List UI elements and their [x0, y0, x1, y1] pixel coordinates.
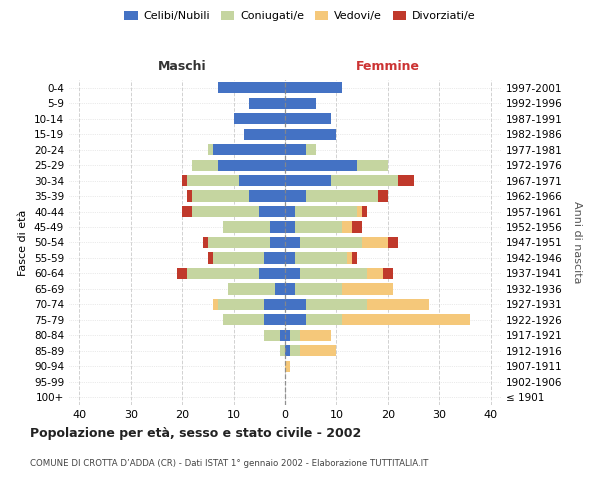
- Bar: [398, 175, 413, 186]
- Text: COMUNE DI CROTTA D’ADDA (CR) - Dati ISTAT 1° gennaio 2002 - Elaborazione TUTTITA: COMUNE DI CROTTA D’ADDA (CR) - Dati ISTA…: [30, 459, 428, 468]
- Bar: [295, 222, 341, 232]
- Bar: [244, 128, 285, 140]
- Bar: [331, 175, 398, 186]
- Bar: [285, 82, 341, 94]
- Bar: [285, 284, 295, 294]
- Bar: [285, 360, 290, 372]
- Bar: [265, 252, 285, 264]
- Bar: [280, 346, 285, 356]
- Bar: [362, 237, 388, 248]
- Bar: [265, 314, 285, 326]
- Bar: [285, 144, 305, 155]
- Bar: [305, 314, 341, 326]
- Bar: [223, 222, 269, 232]
- Bar: [285, 330, 290, 341]
- Bar: [285, 299, 305, 310]
- Bar: [377, 190, 388, 202]
- Bar: [383, 268, 393, 279]
- Bar: [295, 206, 357, 217]
- Bar: [285, 160, 357, 170]
- Bar: [249, 190, 285, 202]
- Bar: [290, 346, 301, 356]
- Bar: [301, 237, 362, 248]
- Bar: [285, 268, 301, 279]
- Bar: [357, 206, 362, 217]
- Bar: [182, 206, 193, 217]
- Bar: [213, 299, 218, 310]
- Bar: [239, 175, 285, 186]
- Bar: [269, 222, 285, 232]
- Bar: [341, 222, 352, 232]
- Bar: [280, 330, 285, 341]
- Bar: [213, 144, 285, 155]
- Bar: [285, 98, 316, 109]
- Bar: [203, 237, 208, 248]
- Text: Popolazione per età, sesso e stato civile - 2002: Popolazione per età, sesso e stato civil…: [30, 428, 361, 440]
- Bar: [362, 206, 367, 217]
- Bar: [285, 190, 305, 202]
- Bar: [305, 299, 367, 310]
- Bar: [177, 268, 187, 279]
- Bar: [295, 284, 341, 294]
- Bar: [305, 190, 377, 202]
- Bar: [285, 346, 290, 356]
- Bar: [193, 206, 259, 217]
- Y-axis label: Anni di nascita: Anni di nascita: [572, 201, 582, 284]
- Bar: [295, 252, 347, 264]
- Y-axis label: Fasce di età: Fasce di età: [19, 210, 28, 276]
- Bar: [193, 190, 249, 202]
- Bar: [213, 252, 265, 264]
- Legend: Celibi/Nubili, Coniugati/e, Vedovi/e, Divorziati/e: Celibi/Nubili, Coniugati/e, Vedovi/e, Di…: [120, 6, 480, 26]
- Bar: [301, 346, 337, 356]
- Bar: [367, 299, 429, 310]
- Bar: [341, 284, 393, 294]
- Bar: [357, 160, 388, 170]
- Bar: [208, 237, 269, 248]
- Bar: [233, 113, 285, 124]
- Bar: [218, 299, 265, 310]
- Bar: [285, 237, 301, 248]
- Bar: [388, 237, 398, 248]
- Bar: [269, 237, 285, 248]
- Bar: [223, 314, 265, 326]
- Bar: [259, 206, 285, 217]
- Bar: [301, 330, 331, 341]
- Bar: [249, 98, 285, 109]
- Bar: [218, 82, 285, 94]
- Bar: [187, 190, 193, 202]
- Bar: [305, 144, 316, 155]
- Bar: [285, 113, 331, 124]
- Bar: [218, 160, 285, 170]
- Bar: [341, 314, 470, 326]
- Bar: [367, 268, 383, 279]
- Bar: [265, 330, 280, 341]
- Bar: [187, 175, 239, 186]
- Bar: [259, 268, 285, 279]
- Bar: [229, 284, 275, 294]
- Bar: [285, 252, 295, 264]
- Bar: [352, 252, 357, 264]
- Bar: [285, 206, 295, 217]
- Bar: [285, 222, 295, 232]
- Bar: [285, 128, 337, 140]
- Bar: [352, 222, 362, 232]
- Bar: [275, 284, 285, 294]
- Bar: [265, 299, 285, 310]
- Bar: [187, 268, 259, 279]
- Bar: [193, 160, 218, 170]
- Bar: [290, 330, 301, 341]
- Bar: [347, 252, 352, 264]
- Bar: [208, 252, 213, 264]
- Bar: [285, 175, 331, 186]
- Bar: [182, 175, 187, 186]
- Text: Femmine: Femmine: [356, 60, 420, 72]
- Text: Maschi: Maschi: [158, 60, 206, 72]
- Bar: [285, 314, 305, 326]
- Bar: [208, 144, 213, 155]
- Bar: [301, 268, 367, 279]
